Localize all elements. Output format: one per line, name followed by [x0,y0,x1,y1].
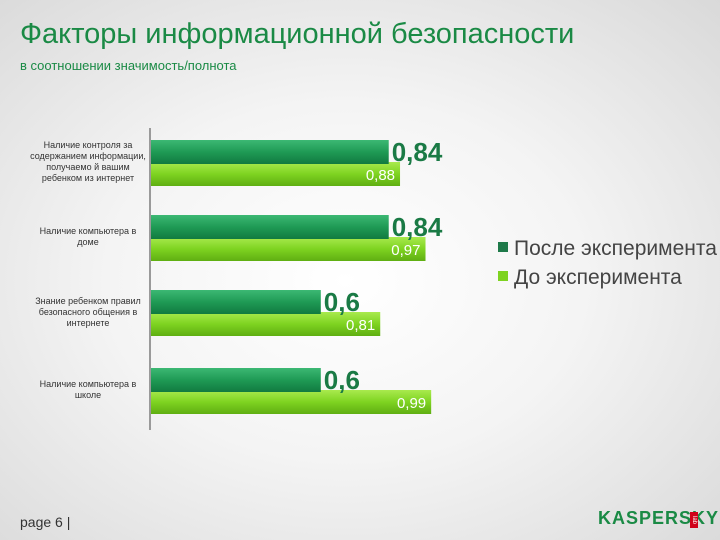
kaspersky-logo: KASPERSKY [598,508,720,528]
data-label-before: 0,99 [397,395,426,412]
data-label-before: 0,97 [391,242,420,259]
data-label-before: 0,88 [366,167,395,184]
legend-item-after: После эксперимента [498,236,717,261]
category-label: Наличие контроля за содержанием информац… [30,140,146,183]
bar-after [151,215,389,239]
legend-label-after: После эксперимента [514,237,717,260]
legend-swatch-before [498,271,508,281]
legend-item-before: До эксперимента [498,265,717,290]
bar-before [151,390,432,414]
page-subtitle: в соотношении значимость/полнота [20,58,237,73]
category-label: Наличие компьютера в школе [39,379,137,400]
data-label-before: 0,81 [346,317,375,334]
data-label-after: 0,84 [392,137,443,167]
data-label-after: 0,6 [324,365,360,395]
chart-legend: После эксперимента До эксперимента [498,236,717,294]
data-label-after: 0,6 [324,287,360,317]
data-label-after: 0,84 [392,212,443,242]
bar-before [151,237,426,261]
bar-before [151,162,401,186]
page-number: page 6 | [20,514,71,530]
bar-after [151,368,321,392]
category-label: Знание ребенком правил безопасного общен… [35,295,141,328]
legend-swatch-after [498,242,508,252]
bar-before [151,312,381,336]
page-title: Факторы информационной безопасности [20,18,575,50]
legend-label-before: До эксперимента [514,266,682,289]
category-label: Наличие компьютера в доме [39,226,137,247]
bar-after [151,290,321,314]
kaspersky-lab-badge: lab [690,512,698,528]
bar-after [151,140,389,164]
